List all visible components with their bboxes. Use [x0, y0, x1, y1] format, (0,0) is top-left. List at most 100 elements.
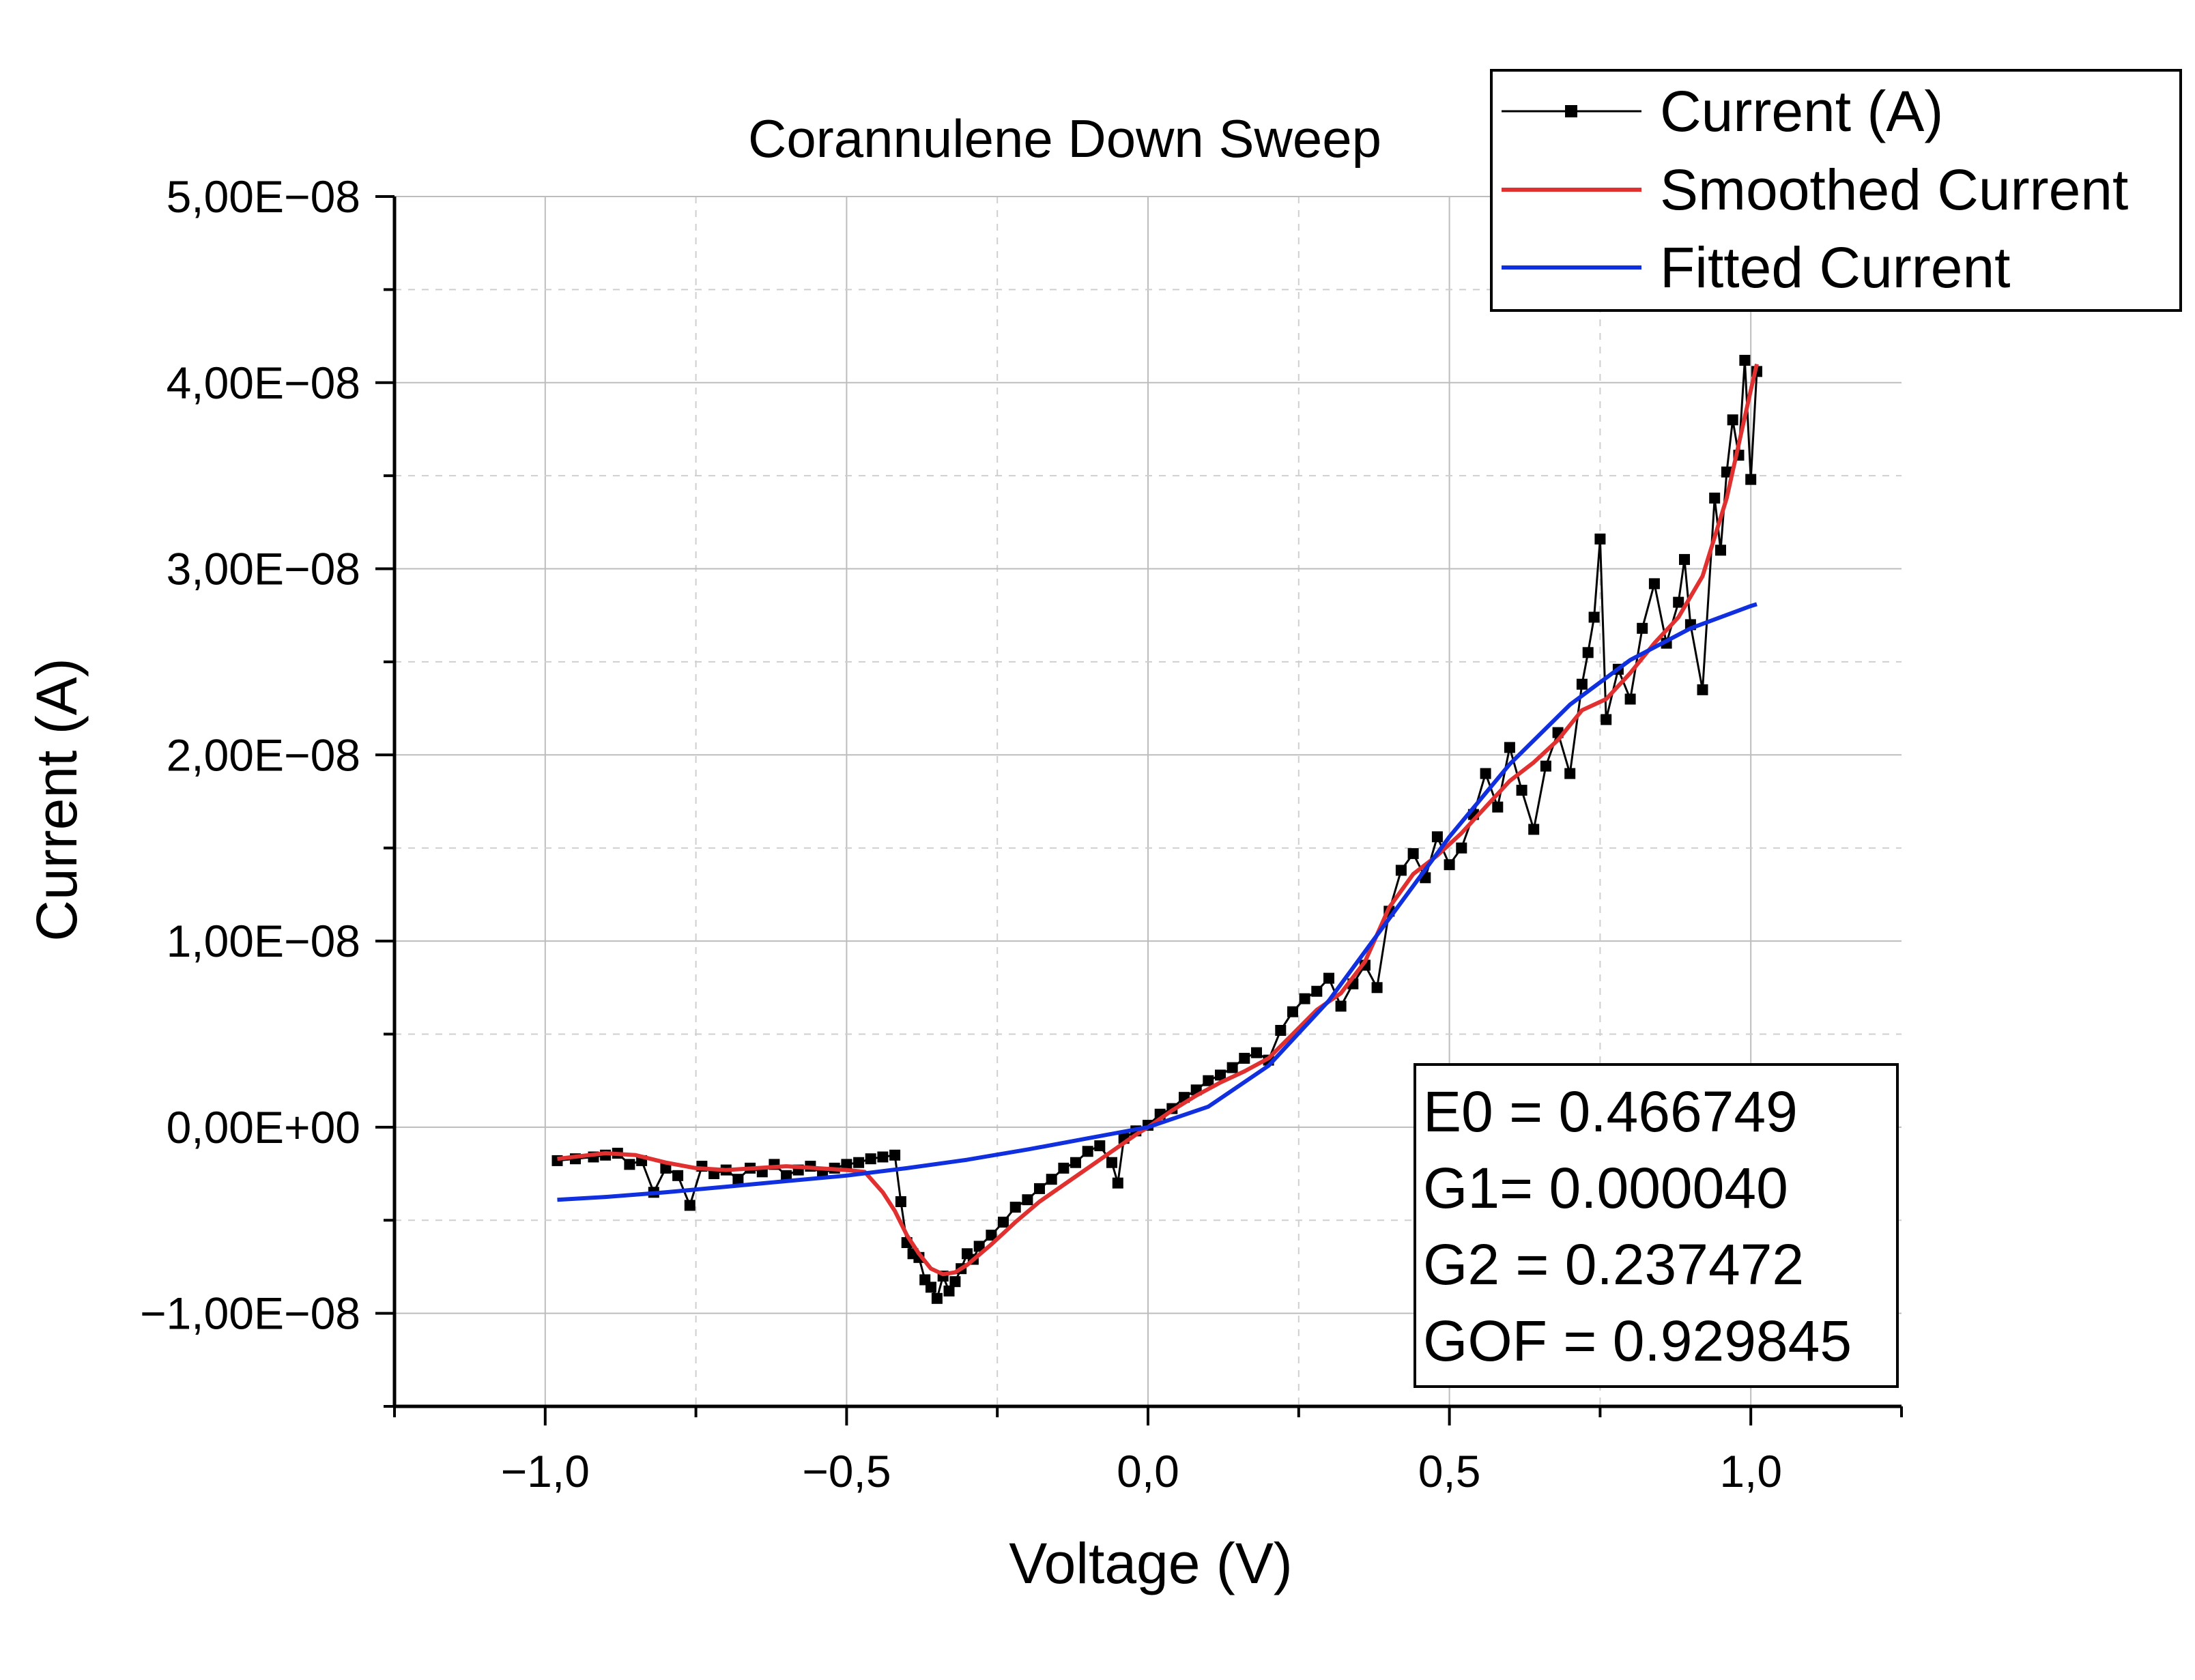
data-point — [1456, 842, 1467, 854]
fit-parameters-box: E0 = 0.466749 G1= 0.000040 G2 = 0.237472… — [1414, 1063, 1899, 1388]
data-point — [1480, 768, 1491, 779]
x-axis-title: Voltage (V) — [1009, 1531, 1293, 1595]
data-point — [1046, 1174, 1057, 1185]
data-point — [1721, 466, 1732, 478]
data-point — [889, 1149, 901, 1161]
data-point — [1226, 1062, 1238, 1073]
data-point — [1431, 831, 1443, 843]
data-point — [1034, 1183, 1045, 1194]
data-point — [1504, 742, 1515, 753]
fit-param-e0: E0 = 0.466749 — [1423, 1080, 1798, 1144]
data-point — [1637, 622, 1648, 634]
data-point — [1648, 578, 1660, 590]
data-point — [1371, 982, 1383, 994]
data-point — [1588, 611, 1600, 623]
data-point — [841, 1159, 852, 1170]
legend-label-current: Current (A) — [1660, 79, 1943, 143]
data-point — [1727, 414, 1738, 426]
y-axis-title: Current (A) — [25, 658, 89, 941]
data-point — [1564, 768, 1576, 779]
data-point — [781, 1170, 792, 1181]
data-point — [973, 1241, 985, 1252]
data-point — [1594, 533, 1606, 545]
data-point — [624, 1159, 635, 1170]
data-point — [1106, 1157, 1117, 1168]
data-point — [1697, 684, 1708, 695]
data-point — [1299, 993, 1310, 1004]
y-tick-label-4: 3,00E−08 — [167, 544, 360, 594]
data-point — [684, 1200, 695, 1211]
fit-param-g2: G2 = 0.237472 — [1423, 1232, 1804, 1297]
data-point — [1407, 848, 1419, 859]
data-point — [949, 1276, 961, 1288]
y-tick-label-1: 0,00E+00 — [167, 1102, 360, 1153]
data-point — [1709, 492, 1721, 504]
data-point — [926, 1281, 936, 1293]
data-point — [1715, 545, 1726, 556]
data-point — [1745, 474, 1757, 485]
data-point — [1082, 1146, 1093, 1157]
y-tick-label-0: −1,00E−08 — [140, 1288, 360, 1339]
data-point — [672, 1170, 684, 1181]
data-point — [1311, 985, 1323, 997]
data-point — [1323, 972, 1334, 984]
x-tick-label-1: −0,5 — [802, 1446, 891, 1496]
fit-param-gof: GOF = 0.929845 — [1423, 1309, 1852, 1373]
data-point — [865, 1153, 876, 1165]
fit-param-g1: G1= 0.000040 — [1423, 1156, 1788, 1220]
data-point — [1540, 760, 1551, 772]
data-point — [1679, 553, 1690, 565]
axes: −1,0 −0,5 0,0 0,5 1,0 −1,00E−08 0,00E+00 1,00E−… — [140, 171, 1903, 1496]
data-point — [1395, 865, 1407, 876]
legend: Current (A) Smoothed Current Fitted Curr… — [1490, 69, 2182, 312]
data-point — [931, 1292, 943, 1304]
x-tick-label-4: 1,0 — [1719, 1446, 1782, 1496]
legend-label-fitted: Fitted Current — [1660, 235, 2011, 300]
data-point — [986, 1230, 997, 1241]
data-point — [1251, 1047, 1262, 1058]
data-point — [1058, 1162, 1070, 1174]
data-point — [1444, 859, 1455, 871]
data-point — [1203, 1075, 1214, 1086]
data-point — [853, 1157, 865, 1168]
data-point — [732, 1174, 744, 1185]
data-point — [1673, 596, 1684, 608]
data-point — [1492, 801, 1504, 813]
data-point — [943, 1285, 955, 1297]
data-point — [1070, 1157, 1081, 1168]
data-point — [1582, 647, 1594, 658]
legend-marker-current — [1565, 105, 1577, 117]
data-point — [877, 1151, 889, 1163]
x-tick-label-0: −1,0 — [501, 1446, 590, 1496]
legend-label-smoothed: Smoothed Current — [1660, 158, 2128, 222]
data-point — [1112, 1177, 1123, 1189]
data-point — [1094, 1140, 1106, 1152]
chart-title: Corannulene Down Sweep — [748, 108, 1381, 169]
data-point — [1009, 1202, 1021, 1213]
data-point — [1576, 678, 1588, 690]
data-point — [1022, 1194, 1033, 1206]
data-point — [660, 1162, 672, 1174]
x-tick-label-2: 0,0 — [1117, 1446, 1179, 1496]
gridlines — [394, 196, 1902, 1406]
x-tick-label-3: 0,5 — [1418, 1446, 1481, 1496]
data-point — [1239, 1052, 1250, 1064]
data-point — [895, 1196, 906, 1207]
data-point — [1287, 1006, 1298, 1017]
data-point — [1335, 1000, 1347, 1012]
data-point — [1528, 824, 1540, 835]
y-tick-label-2: 1,00E−08 — [167, 916, 360, 966]
series-layer — [551, 355, 1762, 1304]
series-line-2 — [557, 602, 1758, 1202]
y-tick-label-6: 5,00E−08 — [167, 171, 360, 222]
data-point — [998, 1217, 1009, 1228]
y-tick-label-5: 4,00E−08 — [167, 358, 360, 408]
y-tick-label-3: 2,00E−08 — [167, 729, 360, 780]
data-point — [1739, 355, 1751, 366]
fit-parameters-frame — [1414, 1063, 1899, 1388]
data-point — [1601, 714, 1612, 725]
data-point — [1275, 1025, 1287, 1036]
data-point — [1215, 1069, 1226, 1081]
data-point — [1516, 785, 1527, 796]
